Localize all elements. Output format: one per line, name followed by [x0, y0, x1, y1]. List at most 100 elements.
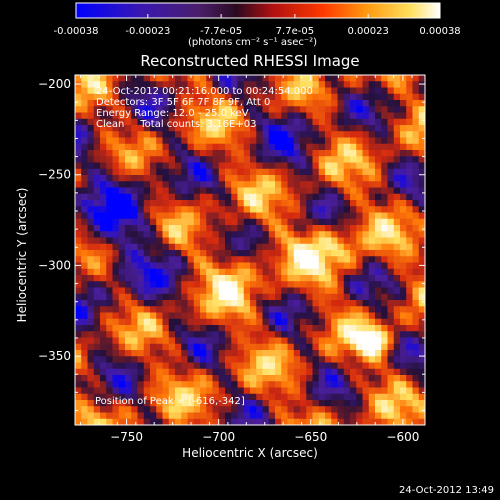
- heatmap-cell: [75, 237, 82, 245]
- heatmap-cell: [287, 156, 295, 163]
- heatmap-cell: [281, 112, 288, 120]
- heatmap-cell: [406, 306, 413, 313]
- heatmap-cell: [300, 125, 307, 132]
- heatmap-cell: [125, 81, 132, 88]
- heatmap-cell: [281, 206, 288, 213]
- heatmap-cell: [75, 212, 82, 220]
- heatmap-cell: [306, 112, 313, 120]
- heatmap-cell: [368, 312, 376, 320]
- heatmap-cell: [250, 187, 257, 195]
- heatmap-cell: [387, 337, 395, 345]
- heatmap-cell: [381, 300, 388, 307]
- heatmap-cell: [212, 400, 220, 407]
- heatmap-cell: [343, 375, 351, 382]
- heatmap-cell: [412, 281, 420, 288]
- heatmap-cell: [268, 106, 276, 113]
- heatmap-cell: [375, 181, 382, 188]
- heatmap-cell: [75, 412, 82, 420]
- heatmap-cell: [81, 343, 88, 351]
- heatmap-cell: [93, 231, 101, 238]
- heatmap-cell: [187, 393, 195, 401]
- heatmap-cell: [381, 275, 388, 282]
- heatmap-cell: [75, 250, 82, 257]
- heatmap-cell: [168, 225, 176, 232]
- heatmap-cell: [306, 150, 313, 157]
- heatmap-cell: [262, 225, 270, 232]
- heatmap-cell: [100, 181, 107, 188]
- heatmap-cell: [387, 168, 395, 176]
- heatmap-cell: [162, 250, 170, 257]
- heatmap-cell: [225, 118, 232, 126]
- heatmap-cell: [168, 200, 176, 207]
- heatmap-cell: [350, 137, 357, 145]
- heatmap-cell: [312, 106, 320, 113]
- heatmap-cell: [381, 393, 388, 401]
- heatmap-cell: [150, 368, 157, 376]
- heatmap-cell: [325, 306, 332, 313]
- heatmap-cell: [118, 212, 126, 220]
- heatmap-cell: [337, 306, 345, 313]
- heatmap-cell: [393, 193, 401, 201]
- heatmap-cell: [275, 181, 282, 188]
- heatmap-cell: [75, 300, 82, 307]
- heatmap-cell: [87, 187, 95, 195]
- heatmap-cell: [93, 243, 101, 251]
- heatmap-cell: [331, 118, 338, 126]
- heatmap-cell: [175, 375, 182, 382]
- heatmap-cell: [400, 343, 407, 351]
- heatmap-cell: [87, 362, 95, 370]
- heatmap-cell: [137, 81, 145, 88]
- heatmap-cell: [418, 381, 426, 388]
- heatmap-cell: [387, 87, 395, 95]
- heatmap-cell: [362, 181, 370, 188]
- heatmap-cell: [387, 325, 395, 332]
- heatmap-cell: [318, 331, 326, 338]
- heatmap-cell: [312, 262, 320, 270]
- heatmap-cell: [362, 412, 370, 420]
- heatmap-cell: [175, 256, 182, 263]
- heatmap-cell: [393, 175, 401, 182]
- heatmap-cell: [400, 293, 407, 301]
- heatmap-cell: [343, 406, 351, 413]
- heatmap-cell: [400, 318, 407, 326]
- heatmap-cell: [212, 300, 220, 307]
- heatmap-cell: [250, 162, 257, 170]
- heatmap-cell: [306, 256, 313, 263]
- heatmap-cell: [300, 231, 307, 238]
- heatmap-cell: [406, 362, 413, 370]
- heatmap-cell: [181, 168, 188, 176]
- heatmap-cell: [193, 250, 201, 257]
- heatmap-cell: [250, 393, 257, 401]
- heatmap-cell: [87, 256, 95, 263]
- heatmap-cell: [300, 175, 307, 182]
- heatmap-cell: [287, 343, 295, 351]
- heatmap-cell: [281, 137, 288, 145]
- heatmap-cell: [225, 275, 232, 282]
- heatmap-cell: [287, 325, 295, 332]
- heatmap-cell: [118, 393, 126, 401]
- heatmap-cell: [125, 406, 132, 413]
- heatmap-cell: [150, 350, 157, 357]
- heatmap-cell: [231, 406, 238, 413]
- heatmap-cell: [150, 250, 157, 257]
- heatmap-cell: [156, 212, 163, 220]
- heatmap-cell: [362, 81, 370, 88]
- heatmap-cell: [150, 281, 157, 288]
- heatmap-cell: [187, 218, 195, 226]
- heatmap-cell: [193, 368, 201, 376]
- heatmap-cell: [200, 412, 207, 420]
- heatmap-cell: [175, 325, 182, 332]
- heatmap-cell: [343, 212, 351, 220]
- heatmap-cell: [381, 231, 388, 238]
- heatmap-cell: [325, 318, 332, 326]
- heatmap-cell: [312, 287, 320, 295]
- heatmap-cell: [406, 243, 413, 251]
- heatmap-cell: [150, 318, 157, 326]
- heatmap-cell: [343, 306, 351, 313]
- heatmap-cell: [250, 137, 257, 145]
- heatmap-cell: [118, 118, 126, 126]
- heatmap-cell: [312, 406, 320, 413]
- y-tick-label: −250: [38, 168, 71, 182]
- heatmap-cell: [125, 331, 132, 338]
- heatmap-cell: [275, 156, 282, 163]
